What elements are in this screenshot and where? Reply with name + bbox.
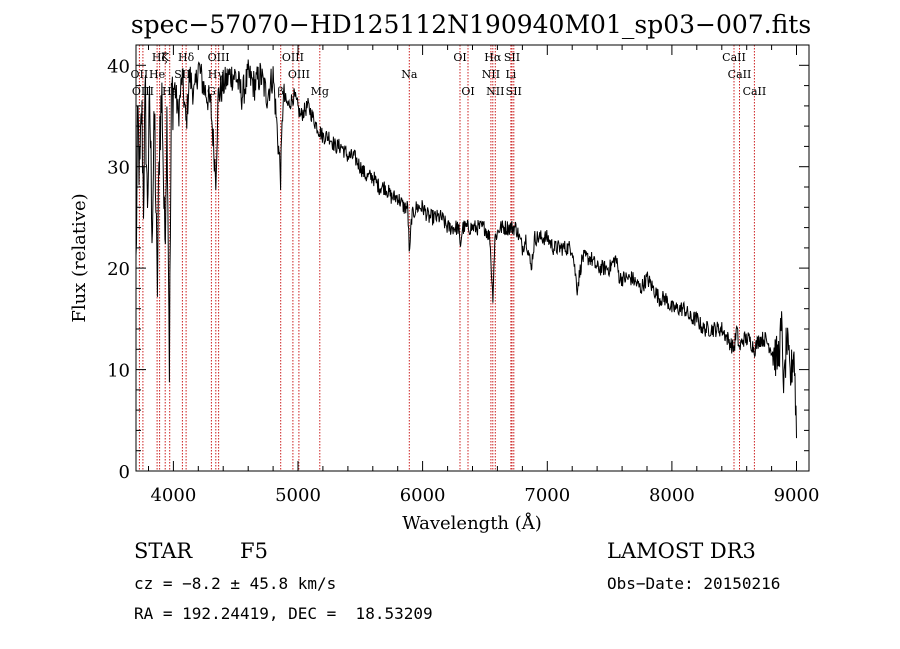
line-label-14: Na [401,68,418,81]
line-label-6: Hα [484,51,502,64]
line-label-17: CaII [728,68,752,81]
plot-frame [135,44,810,472]
line-label-16: Li [505,68,516,81]
line-label-25: SII [506,85,522,98]
line-label-8: CaII [722,51,746,64]
line-label-4: OIII [282,51,304,64]
line-label-1: K [161,51,170,64]
line-label-13: OIII [288,68,310,81]
x-tick-label-4: 8000 [649,485,695,506]
chart-title: spec−57070−HD125112N190940M01_sp03−007.f… [131,10,811,39]
x-tick-label-0: 4000 [150,485,196,506]
x-tick-label-5: 9000 [774,485,820,506]
survey-name: LAMOST DR3 [607,539,756,563]
line-label-3: OIII [208,51,230,64]
line-label-18: OIII [132,85,154,98]
line-label-5: OI [453,51,466,64]
spectral-subclass: F5 [240,539,268,563]
line-label-20: G [207,85,216,98]
y-tick-label-3: 30 [107,158,130,179]
spectrum-line [135,59,797,439]
y-axis-ticks: 0 10 20 30 40 [107,56,809,483]
line-label-7: SII [504,51,520,64]
x-tick-label-2: 6000 [400,485,446,506]
line-label-22: Mg [311,85,329,98]
y-axis-label: Flux (relative) [69,193,90,322]
line-label-15: NII [482,68,500,81]
y-tick-label-1: 10 [107,361,130,382]
line-label-23: OI [461,85,474,98]
x-axis-ticks: 4000 5000 6000 7000 8000 9000 [148,45,820,506]
line-label-24: NII [486,85,504,98]
line-label-2: Hδ [178,51,195,64]
observation-date: Obs−Date: 20150216 [607,574,781,593]
object-class: STAR [134,539,193,563]
spectral-line-markers [138,45,755,471]
line-label-12: Hγ [208,68,225,81]
line-label-11: SII [174,68,190,81]
y-tick-label-2: 20 [107,259,130,280]
y-tick-label-0: 0 [119,462,130,483]
x-tick-label-1: 5000 [275,485,321,506]
x-axis-label: Wavelength (Å) [402,512,542,534]
redshift-cz: cz = −8.2 ± 45.8 km/s [134,574,337,593]
line-label-0: Hζ [152,51,168,64]
line-label-10: He [149,68,165,81]
ra-dec-coordinates: RA = 192.24419, DEC = 18.53209 [134,604,433,623]
y-tick-label-4: 40 [107,56,130,77]
line-label-9: OII [131,68,149,81]
line-label-19: Hε [162,85,178,98]
line-label-21: β [278,85,284,98]
line-label-26: CaII [743,85,767,98]
x-tick-label-3: 7000 [524,485,570,506]
